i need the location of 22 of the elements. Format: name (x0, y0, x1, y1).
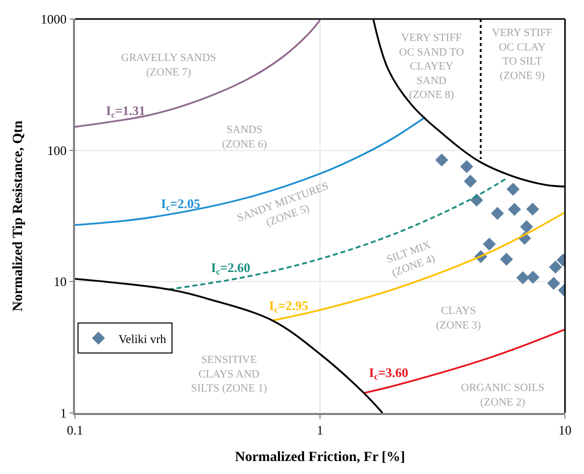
y-tick-label: 10 (54, 274, 67, 290)
x-tick-label: 0.1 (66, 422, 84, 438)
legend-label: Veliki vrh (118, 332, 166, 346)
annotation: ORGANIC SOILS (ZONE 2) (461, 382, 544, 408)
y-tick-label: 1 (60, 406, 67, 421)
annotation: SENSITIVE CLAYS AND SILTS (ZONE 1) (191, 354, 268, 395)
annotation: CLAYS (ZONE 3) (436, 305, 482, 332)
series-label: I$_{c}$=2.95 (269, 298, 309, 315)
x-tick-label: 1 (316, 422, 324, 438)
y-axis-title: Normalized Tip Resistance, Qtn (10, 120, 26, 312)
annotation: GRAVELLY SANDS (ZONE 7) (121, 52, 216, 78)
x-tick-label: 10 (558, 422, 572, 438)
annotation: SANDS (ZONE 6) (222, 124, 268, 150)
annotation: VERY STIFF OC CLAY TO SILT (ZONE 9) (492, 27, 552, 82)
series-label: I$_{c}$=2.05 (161, 196, 201, 213)
x-axis-title: Normalized Friction, Fr [%] (234, 450, 406, 466)
series-label: I$_{c}$=2.60 (211, 260, 250, 277)
series-label: I$_{c}$=1.31 (106, 103, 146, 120)
y-tick-label: 100 (47, 142, 67, 158)
series-label: I$_{c}$=3.60 (369, 365, 408, 382)
annotation: VERY STIFF OC SAND TO CLAYEY SAND (ZONE 8) (399, 32, 464, 102)
y-tick-label: 1000 (40, 12, 67, 27)
